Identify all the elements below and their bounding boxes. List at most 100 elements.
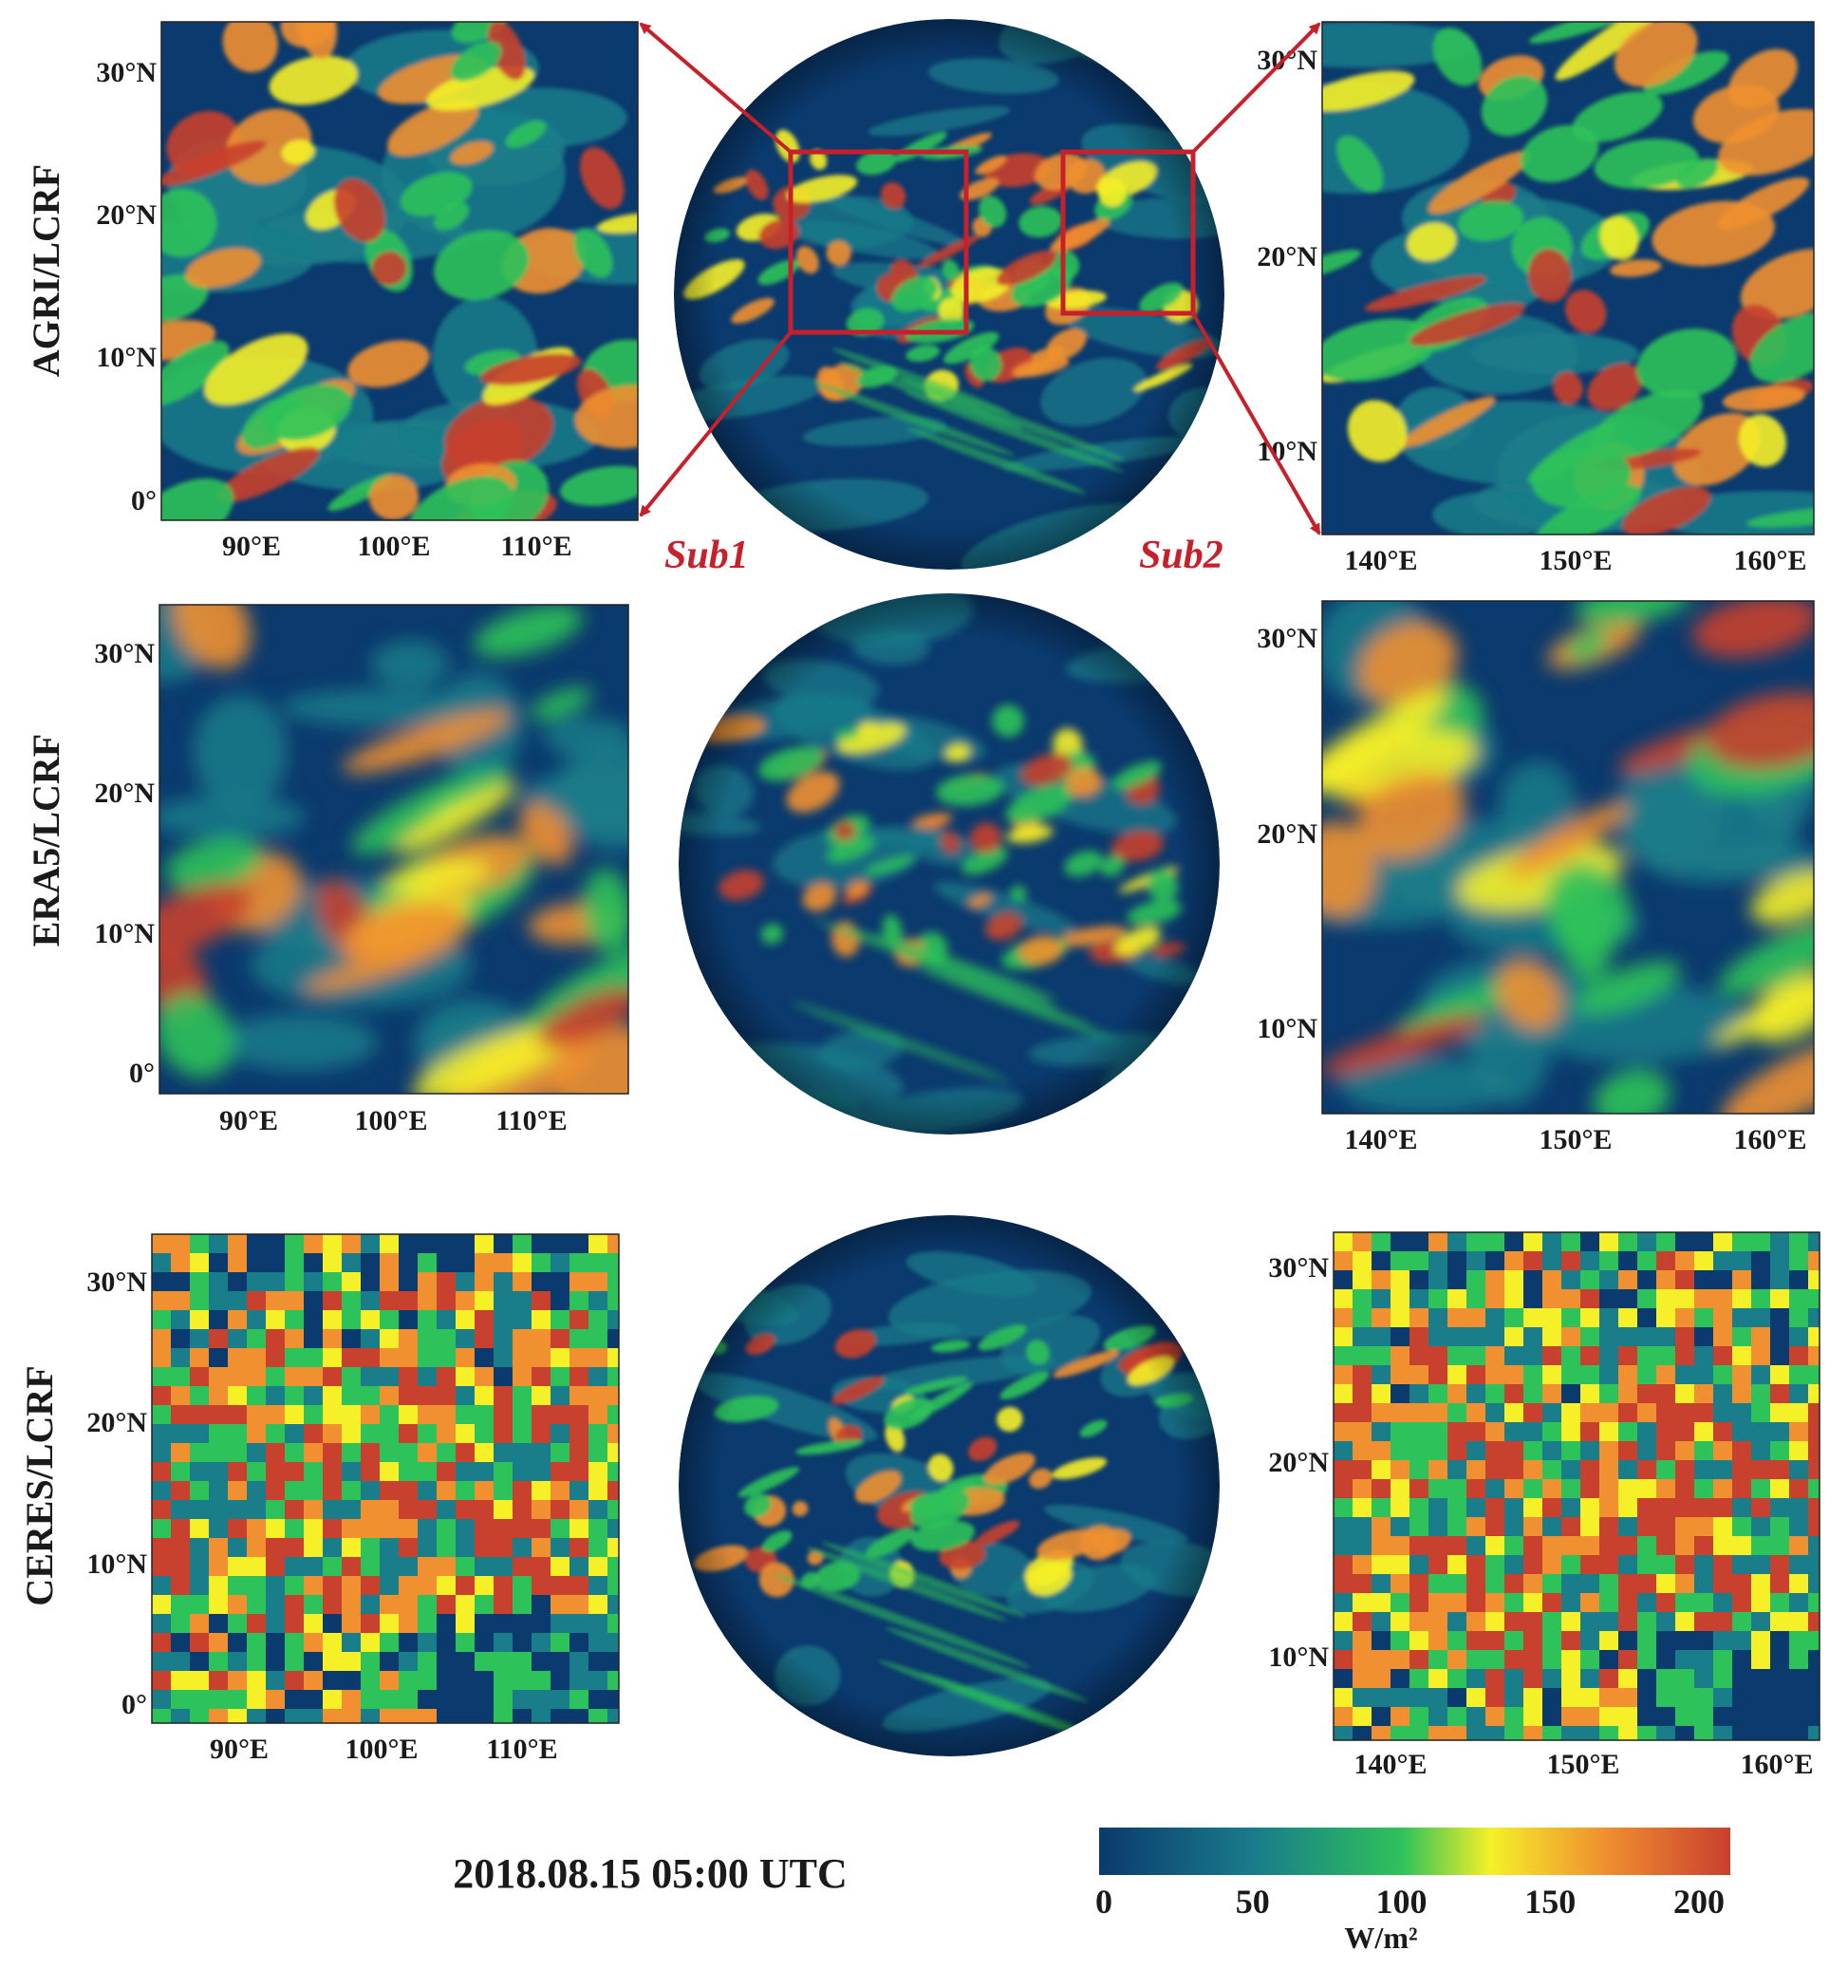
map-cell bbox=[551, 1272, 570, 1292]
map-cell bbox=[475, 1272, 495, 1292]
map-cell bbox=[1466, 1498, 1486, 1518]
map-cell bbox=[1561, 1270, 1581, 1290]
map-cell bbox=[588, 1652, 608, 1672]
map-cell bbox=[437, 1652, 457, 1672]
map-cell bbox=[1751, 1422, 1771, 1442]
map-cell bbox=[1466, 1232, 1486, 1252]
map-cell bbox=[190, 1538, 210, 1558]
map-cell bbox=[1466, 1270, 1486, 1290]
map-cell bbox=[1637, 1498, 1657, 1518]
map-cell bbox=[1391, 1498, 1410, 1518]
map-cell bbox=[588, 1500, 608, 1520]
map-cell bbox=[1466, 1688, 1486, 1708]
map-panel-ceres-sub1: 30°N20°N10°N0°90°E 100°E 110°E bbox=[86, 1233, 620, 1765]
cloud-blob bbox=[1622, 486, 1711, 535]
map-cell bbox=[475, 1633, 495, 1653]
map-cell bbox=[399, 1633, 419, 1653]
map-cell bbox=[399, 1652, 419, 1672]
map-panel-era5-sub1: 30°N20°N10°N0°90°E 100°E 110°E bbox=[94, 604, 629, 1136]
map-cell bbox=[475, 1576, 495, 1596]
map-cell bbox=[361, 1405, 381, 1425]
map-cell bbox=[228, 1519, 248, 1539]
map-cell bbox=[1428, 1365, 1448, 1385]
map-cell bbox=[380, 1405, 400, 1425]
map-cell bbox=[418, 1481, 438, 1501]
map-cell bbox=[1713, 1251, 1733, 1271]
map-cell bbox=[513, 1443, 532, 1463]
cloud-blob bbox=[1692, 84, 1780, 143]
map-cell bbox=[513, 1481, 532, 1501]
map-cell bbox=[285, 1557, 305, 1577]
cloud-blob bbox=[1555, 22, 1661, 81]
map-cell bbox=[1485, 1612, 1505, 1632]
map-cell bbox=[1504, 1441, 1524, 1461]
map-cell bbox=[1770, 1707, 1790, 1727]
map-cell bbox=[1523, 1346, 1543, 1366]
map-cell bbox=[1789, 1289, 1809, 1309]
map-cell bbox=[1504, 1422, 1524, 1442]
map-cell bbox=[494, 1500, 513, 1520]
map-cell bbox=[1637, 1384, 1657, 1404]
map-cell bbox=[1523, 1327, 1543, 1347]
map-cell bbox=[475, 1557, 495, 1577]
cloud-blob bbox=[161, 140, 267, 186]
cloud-blob bbox=[1356, 772, 1465, 859]
map-cell bbox=[532, 1690, 551, 1710]
map-cell bbox=[1599, 1365, 1619, 1385]
map-cell bbox=[1656, 1669, 1676, 1689]
map-cell bbox=[1637, 1270, 1657, 1290]
map-cell bbox=[1789, 1327, 1809, 1347]
lon-tick-label: 100°E bbox=[345, 1734, 418, 1765]
map-cell bbox=[1789, 1669, 1809, 1689]
map-cell bbox=[1542, 1422, 1562, 1442]
map-cell bbox=[266, 1652, 286, 1672]
map-cell bbox=[1391, 1726, 1410, 1740]
lat-tick-label: 20°N bbox=[96, 199, 157, 231]
cloud-blob bbox=[1576, 961, 1681, 1016]
map-cell bbox=[209, 1386, 229, 1406]
map-cell bbox=[1675, 1555, 1695, 1575]
map-cell bbox=[1334, 1422, 1353, 1442]
map-cell bbox=[361, 1576, 381, 1596]
map-cell bbox=[1353, 1688, 1372, 1708]
map-cell bbox=[285, 1234, 305, 1254]
map-cell bbox=[456, 1671, 476, 1691]
map-cell bbox=[532, 1272, 551, 1292]
cloud-blob bbox=[1558, 889, 1612, 983]
map-cell bbox=[247, 1633, 267, 1653]
map-cell bbox=[342, 1709, 362, 1723]
cloud-blob bbox=[281, 140, 315, 165]
map-cell bbox=[1561, 1384, 1581, 1404]
map-cell bbox=[399, 1519, 419, 1539]
map-cell bbox=[1732, 1460, 1752, 1480]
cloud-blob bbox=[1399, 396, 1496, 448]
map-cell bbox=[494, 1443, 513, 1463]
map-cell bbox=[532, 1386, 551, 1406]
map-cell bbox=[209, 1671, 229, 1691]
map-cell bbox=[1409, 1555, 1429, 1575]
map-cell bbox=[1732, 1441, 1752, 1461]
map-cell bbox=[588, 1329, 608, 1349]
map-cell bbox=[1485, 1726, 1505, 1740]
map-cell bbox=[228, 1500, 248, 1520]
map-cell bbox=[228, 1633, 248, 1653]
map-cell bbox=[1637, 1612, 1657, 1632]
map-cell bbox=[418, 1595, 438, 1615]
map-cell bbox=[1713, 1536, 1733, 1556]
lon-tick-label: 140°E bbox=[1344, 545, 1417, 576]
map-cell bbox=[1751, 1688, 1771, 1708]
map-cell bbox=[1713, 1308, 1733, 1328]
map-cell bbox=[494, 1671, 513, 1691]
map-cell bbox=[1466, 1650, 1486, 1670]
map-cell bbox=[569, 1538, 589, 1558]
map-cell bbox=[1770, 1346, 1790, 1366]
cloud-blob bbox=[1553, 371, 1583, 404]
map-cell bbox=[494, 1595, 513, 1615]
map-cell bbox=[1334, 1346, 1353, 1366]
map-cell bbox=[1751, 1270, 1771, 1290]
map-cell bbox=[1504, 1555, 1524, 1575]
map-cell bbox=[209, 1348, 229, 1368]
map-cell bbox=[1561, 1422, 1581, 1442]
map-cell bbox=[247, 1671, 267, 1691]
map-cell bbox=[569, 1481, 589, 1501]
